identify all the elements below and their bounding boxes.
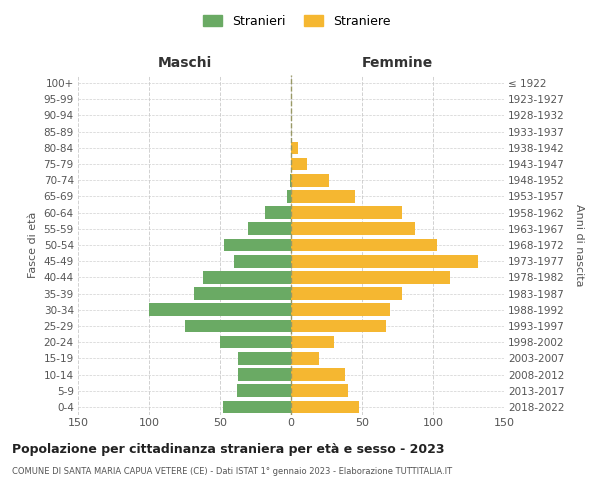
Bar <box>291 222 415 235</box>
Bar <box>203 271 291 283</box>
Bar <box>291 190 355 202</box>
Bar <box>291 271 450 283</box>
Legend: Stranieri, Straniere: Stranieri, Straniere <box>200 11 394 32</box>
Y-axis label: Fasce di età: Fasce di età <box>28 212 38 278</box>
Bar <box>185 320 291 332</box>
Bar <box>238 352 291 364</box>
Bar <box>291 158 307 170</box>
Bar <box>291 384 348 397</box>
Bar <box>223 400 291 413</box>
Bar <box>291 238 437 252</box>
Text: Femmine: Femmine <box>362 56 433 70</box>
Bar <box>224 238 291 252</box>
Bar <box>220 336 291 348</box>
Bar <box>291 288 402 300</box>
Bar <box>234 255 291 268</box>
Bar <box>291 206 402 219</box>
Bar <box>291 304 391 316</box>
Bar <box>265 206 291 219</box>
Bar <box>237 384 291 397</box>
Text: Maschi: Maschi <box>157 56 212 70</box>
Bar <box>291 400 359 413</box>
Bar <box>291 255 478 268</box>
Bar <box>291 142 298 154</box>
Bar <box>248 222 291 235</box>
Text: Popolazione per cittadinanza straniera per età e sesso - 2023: Popolazione per cittadinanza straniera p… <box>12 442 445 456</box>
Y-axis label: Anni di nascita: Anni di nascita <box>574 204 584 286</box>
Bar <box>291 352 319 364</box>
Bar <box>291 174 329 186</box>
Bar <box>290 174 291 186</box>
Text: COMUNE DI SANTA MARIA CAPUA VETERE (CE) - Dati ISTAT 1° gennaio 2023 - Elaborazi: COMUNE DI SANTA MARIA CAPUA VETERE (CE) … <box>12 468 452 476</box>
Bar <box>149 304 291 316</box>
Bar <box>291 368 345 381</box>
Bar <box>194 288 291 300</box>
Bar <box>291 320 386 332</box>
Bar <box>238 368 291 381</box>
Bar <box>291 336 334 348</box>
Bar <box>287 190 291 202</box>
